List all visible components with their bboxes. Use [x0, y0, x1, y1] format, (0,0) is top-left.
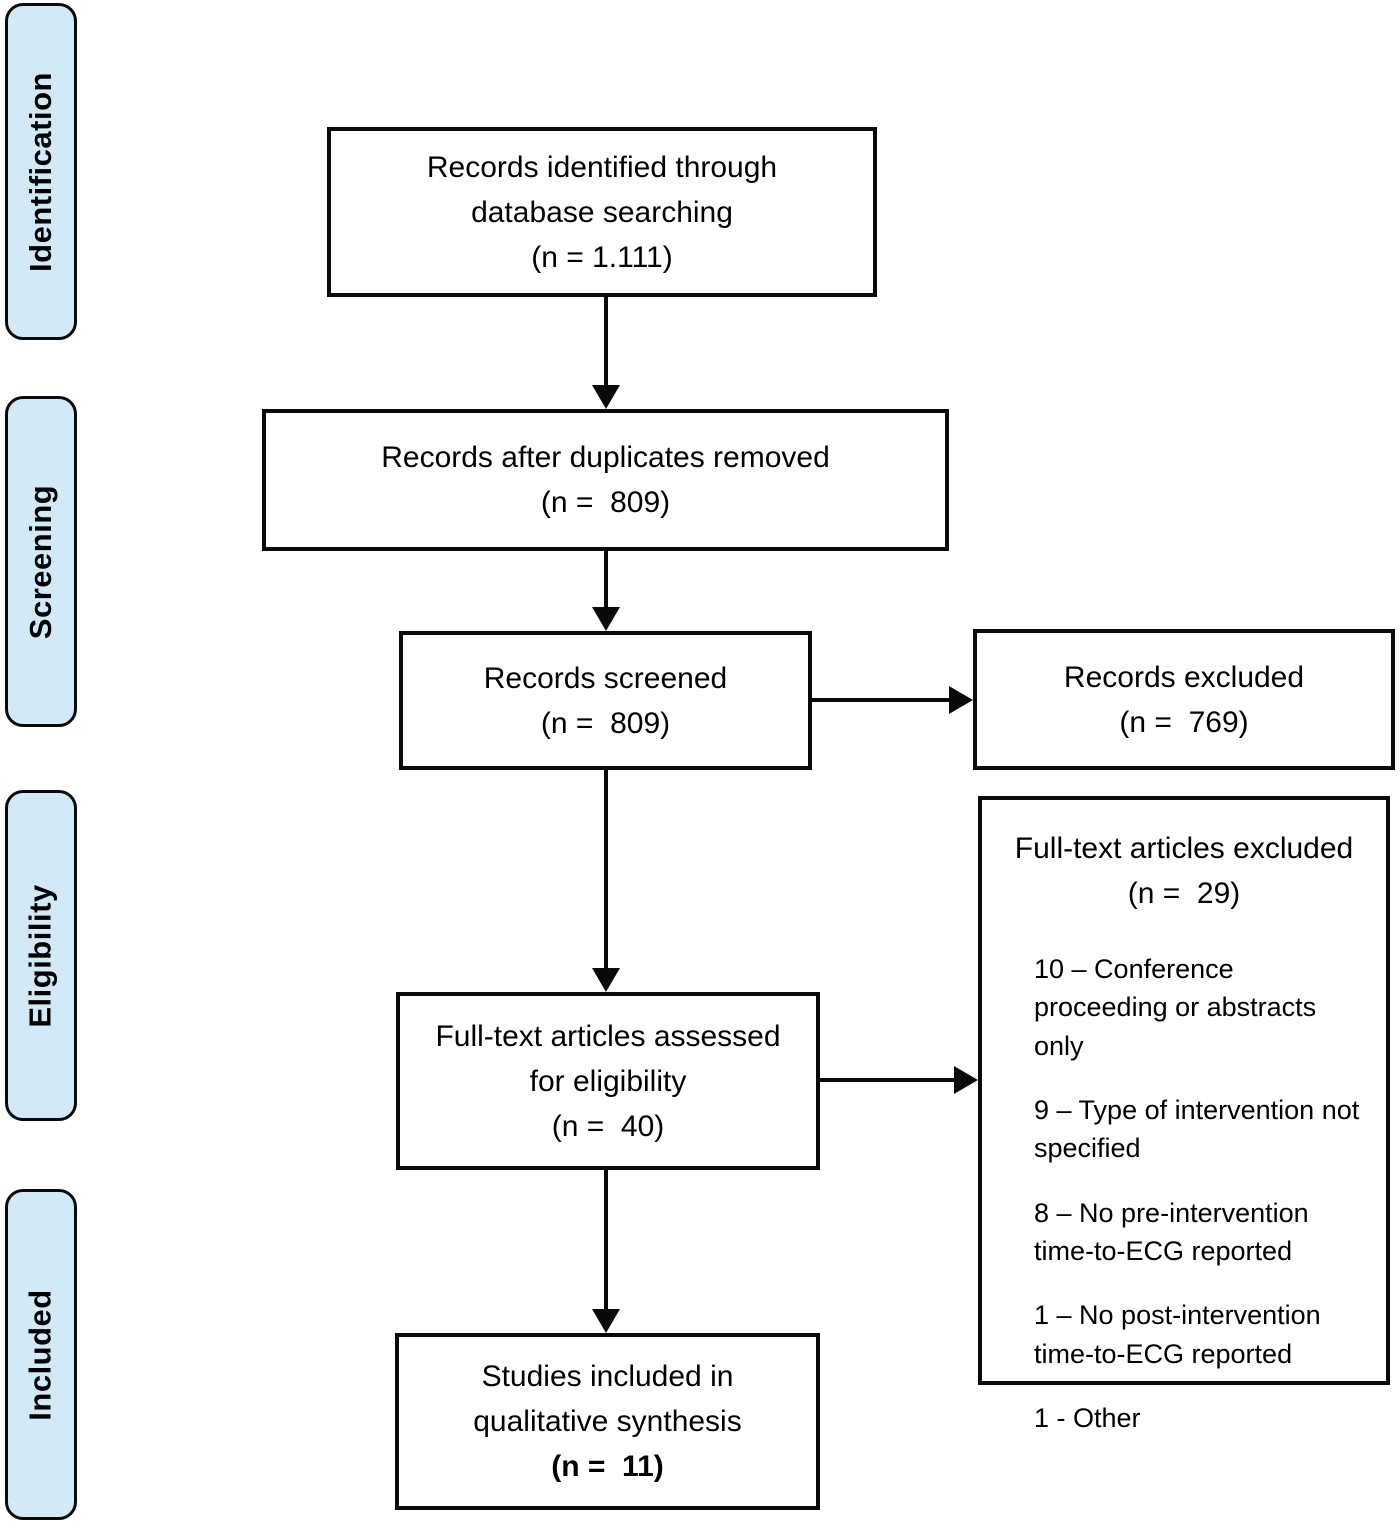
node-records-excluded-count: (n = 769): [1119, 705, 1249, 739]
stage-identification: Identification: [5, 3, 77, 340]
stage-included-label: Included: [23, 1288, 59, 1421]
exclusion-reason: 10 – Conference proceeding or abstracts …: [1034, 954, 1317, 1061]
stage-eligibility-label: Eligibility: [23, 883, 59, 1028]
exclusion-reason: 1 - Other: [1034, 1402, 1141, 1433]
node-fulltext-excluded-line1: Full-text articles excluded: [1014, 832, 1354, 865]
node-studies-included-line2: qualitative synthesis: [473, 1405, 742, 1438]
node-records-excluded-line1: Records excluded: [1063, 660, 1305, 694]
node-records-screened: Records screened (n = 809): [399, 631, 812, 770]
node-fulltext-excluded: Full-text articles excluded (n = 29) 10 …: [978, 796, 1390, 1433]
node-records-identified-line1: Records identified through: [426, 150, 778, 184]
arrow-shaft: [604, 770, 608, 968]
arrow-shaft: [812, 698, 949, 702]
arrow-shaft: [604, 551, 608, 607]
arrow-shaft: [604, 1170, 608, 1309]
node-records-after-duplicates-count: (n = 809): [540, 486, 671, 519]
exclusion-reason-list: 10 – Conference proceeding or abstracts …: [982, 950, 1386, 1463]
node-records-identified-count: (n = 1.111): [531, 240, 673, 274]
node-fulltext-assessed-line1: Full-text articles assessed: [435, 1019, 781, 1053]
arrow-shaft: [604, 297, 608, 385]
arrow-head-down-icon: [592, 607, 620, 631]
arrow-head-right-icon: [949, 686, 973, 714]
stage-identification-label: Identification: [23, 71, 59, 272]
stage-eligibility: Eligibility: [5, 790, 77, 1121]
stage-screening: Screening: [5, 396, 77, 727]
stage-included: Included: [5, 1189, 77, 1520]
arrow-head-right-icon: [954, 1066, 978, 1094]
exclusion-reason: 1 – No post-intervention time-to-ECG rep…: [1034, 1300, 1321, 1369]
stage-screening-label: Screening: [23, 484, 59, 639]
node-records-after-duplicates-line1: Records after duplicates removed: [381, 441, 830, 474]
node-fulltext-assessed-line2: for eligibility: [529, 1064, 687, 1098]
node-records-screened-line1: Records screened: [483, 661, 728, 695]
node-fulltext-assessed: Full-text articles assessed for eligibil…: [396, 992, 820, 1170]
node-fulltext-assessed-count: (n = 40): [551, 1109, 665, 1143]
arrow-shaft: [820, 1078, 954, 1082]
node-records-excluded: Records excluded (n = 769): [973, 629, 1395, 770]
node-studies-included: Studies included in qualitative synthesi…: [395, 1333, 820, 1510]
node-records-screened-count: (n = 809): [540, 706, 671, 740]
arrow-head-down-icon: [592, 385, 620, 409]
exclusion-reason: 9 – Type of intervention not specified: [1034, 1094, 1360, 1164]
arrow-head-down-icon: [592, 968, 620, 992]
node-records-identified: Records identified through database sear…: [327, 127, 877, 297]
arrow-head-down-icon: [592, 1309, 620, 1333]
node-studies-included-count: (n = 11): [551, 1450, 664, 1483]
node-studies-included-line1: Studies included in: [481, 1360, 734, 1393]
exclusion-reason: 8 – No pre-intervention time-to-ECG repo…: [1034, 1197, 1309, 1266]
node-fulltext-excluded-count: (n = 29): [1127, 877, 1241, 910]
node-records-after-duplicates: Records after duplicates removed (n = 80…: [262, 409, 949, 551]
node-records-identified-line2: database searching: [471, 195, 733, 229]
